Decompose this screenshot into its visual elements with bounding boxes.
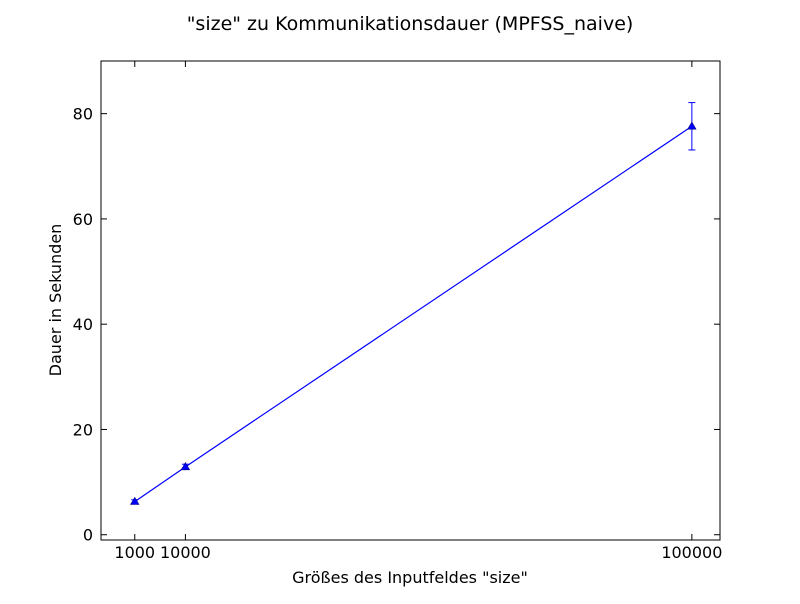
y-tick-label: 60 xyxy=(73,210,93,229)
plot-frame xyxy=(100,60,721,541)
chart-title: "size" zu Kommunikationsdauer (MPFSS_nai… xyxy=(187,13,634,35)
y-tick-label: 0 xyxy=(83,526,93,545)
y-tick-label: 40 xyxy=(73,315,93,334)
plot-area: 1000 10000 100000 0 20 40 60 80 xyxy=(73,60,722,562)
x-tick-label: 100000 xyxy=(661,543,722,562)
x-tick-label: 1000 xyxy=(114,543,155,562)
data-point-marker xyxy=(130,496,140,505)
x-tick-label: 10000 xyxy=(160,543,211,562)
y-tick-label: 80 xyxy=(73,105,93,124)
x-axis-label: Größes des Inputfeldes "size" xyxy=(292,568,528,587)
data-point-marker xyxy=(687,121,697,130)
data-point-marker xyxy=(180,462,191,471)
y-axis-label: Dauer in Sekunden xyxy=(46,224,65,377)
y-tick-label: 20 xyxy=(73,420,93,439)
